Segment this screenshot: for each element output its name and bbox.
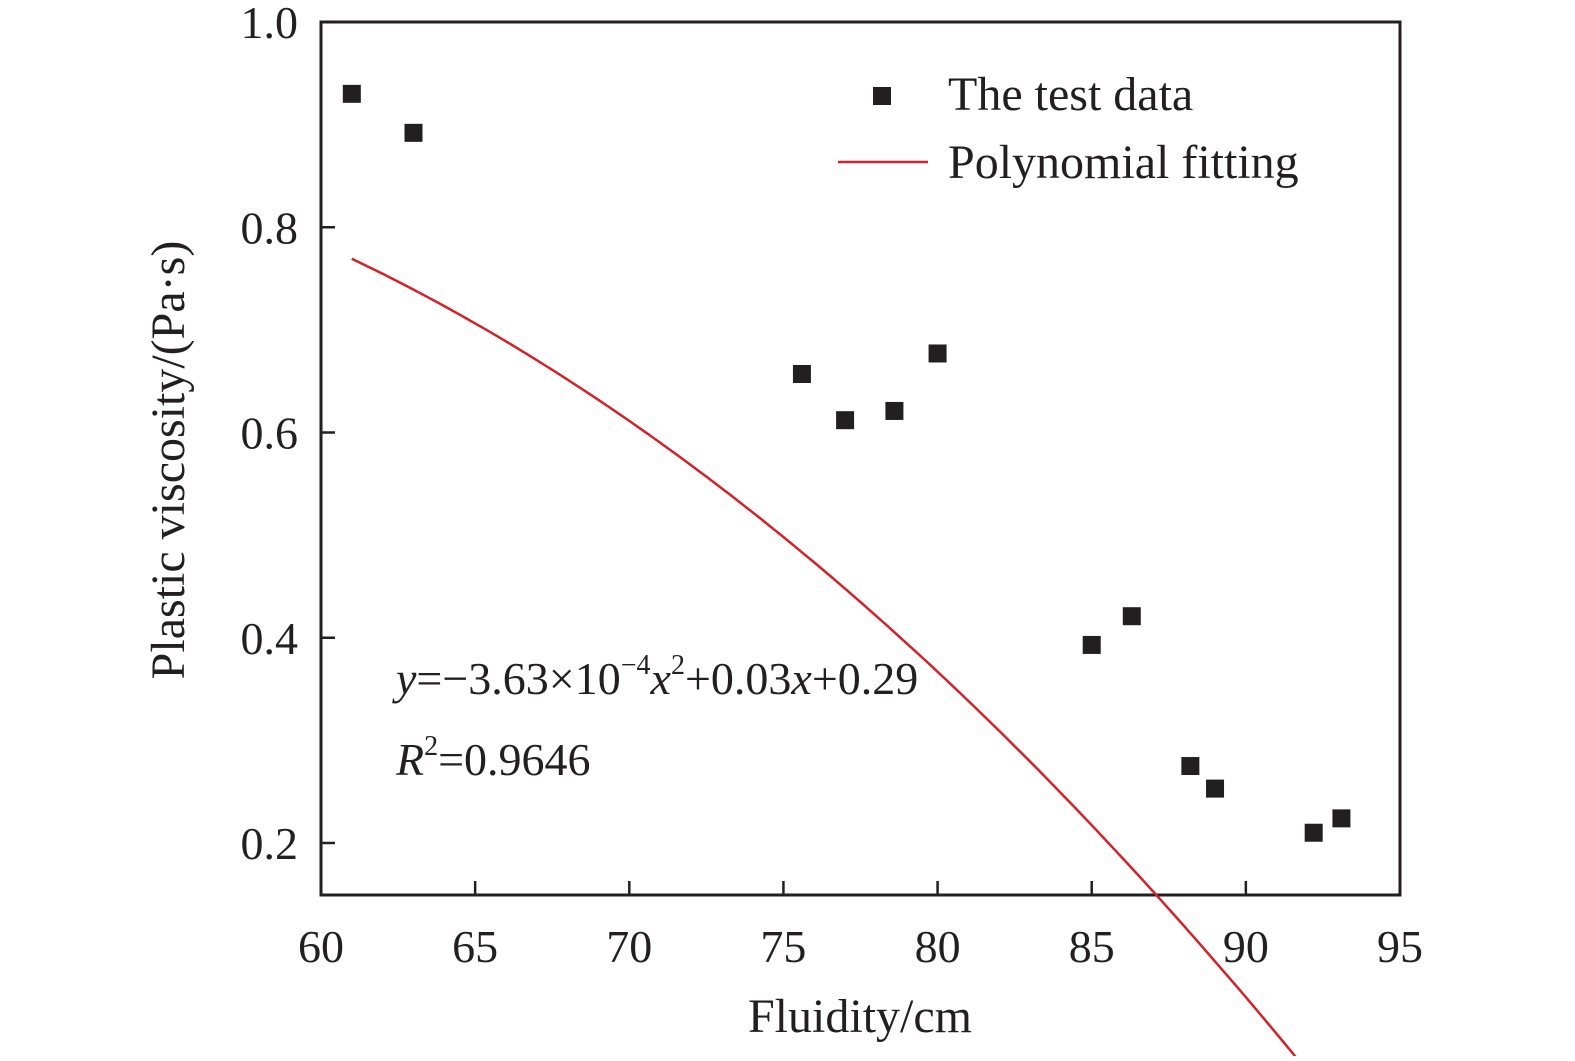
data-point bbox=[342, 84, 361, 103]
polynomial-fit-line bbox=[351, 257, 1301, 1061]
y-tick-label: 0.2 bbox=[241, 818, 299, 869]
x-tick-label: 85 bbox=[1069, 921, 1115, 972]
equation-x-var: x bbox=[650, 653, 672, 704]
y-tick-label: 0.4 bbox=[241, 613, 299, 664]
y-tick-label: 1.0 bbox=[241, 0, 299, 48]
data-point bbox=[1082, 635, 1101, 654]
x-tick-label: 75 bbox=[760, 921, 806, 972]
legend-label-test-data: The test data bbox=[948, 68, 1193, 121]
x-tick-label: 65 bbox=[452, 921, 498, 972]
legend-label-polynomial: Polynomial fitting bbox=[948, 136, 1299, 189]
data-point bbox=[885, 401, 904, 420]
legend: The test data Polynomial fitting bbox=[838, 68, 1299, 189]
x-tick-label: 70 bbox=[606, 921, 652, 972]
legend-square-marker bbox=[873, 87, 891, 105]
y-axis-ticks: 0.2 0.4 0.6 0.8 1.0 bbox=[241, 0, 335, 869]
data-point bbox=[1206, 779, 1225, 798]
data-point bbox=[1304, 823, 1323, 842]
plot-frame bbox=[319, 20, 1402, 897]
data-point bbox=[1181, 757, 1200, 776]
data-point bbox=[1332, 809, 1351, 828]
equation-part1: =−3.63×10 bbox=[416, 653, 620, 704]
x-axis-title: Fluidity/cm bbox=[748, 990, 972, 1043]
x-tick-label: 90 bbox=[1223, 921, 1269, 972]
equation-part3: +0.29 bbox=[812, 653, 918, 704]
equation-exp1: −4 bbox=[621, 650, 651, 681]
x-tick-label: 60 bbox=[298, 921, 344, 972]
fit-line-layer bbox=[351, 257, 1301, 1061]
x-axis-ticks: 60 65 70 75 80 85 90 95 bbox=[298, 881, 1423, 972]
data-point bbox=[836, 411, 855, 430]
r2-value: =0.9646 bbox=[438, 734, 590, 785]
data-points-layer bbox=[342, 84, 1351, 842]
y-tick-label: 0.8 bbox=[241, 202, 299, 253]
data-point bbox=[1122, 607, 1141, 626]
equation-x-var2: x bbox=[790, 653, 812, 704]
y-tick-label: 0.6 bbox=[241, 408, 299, 459]
y-axis-title: Plastic viscosity/(Pa·s) bbox=[142, 241, 195, 680]
data-point bbox=[404, 123, 423, 142]
equation-part2: +0.03 bbox=[685, 653, 791, 704]
data-point bbox=[792, 365, 811, 384]
data-point bbox=[928, 344, 947, 363]
x-tick-label: 80 bbox=[915, 921, 961, 972]
equation-exp2: 2 bbox=[671, 650, 685, 681]
equation-y-var: y bbox=[392, 653, 417, 704]
r-squared-label: R2=0.9646 bbox=[395, 731, 591, 785]
r2-var: R bbox=[395, 734, 424, 785]
r2-exp: 2 bbox=[424, 731, 438, 762]
fit-equation: y=−3.63×10−4x2+0.03x+0.29 bbox=[392, 650, 918, 704]
x-tick-label: 95 bbox=[1377, 921, 1423, 972]
